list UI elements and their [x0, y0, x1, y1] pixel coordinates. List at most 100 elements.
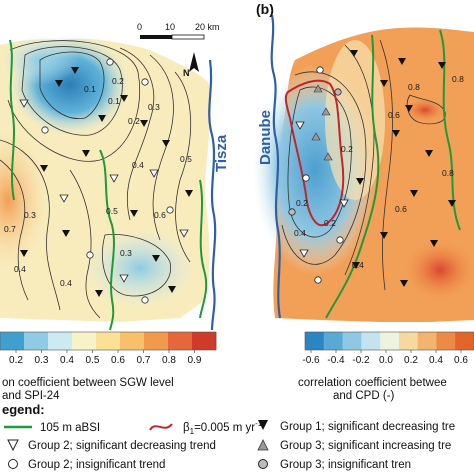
legend-triangle-open-icon: [7, 439, 19, 452]
panel-a-contour-105m-east: [199, 179, 208, 319]
triangle-down-marker: [152, 255, 160, 262]
panel-b-river-label: Danube: [257, 110, 274, 165]
colorbar-tick-label: 0.8: [162, 355, 176, 366]
contour-label: 0.6: [388, 110, 400, 120]
legend-item-g3sig: Group 3; significant increasing tre: [280, 440, 451, 452]
panel-b-caption: and CPD (-): [333, 390, 395, 402]
contour-label: 0.4: [294, 228, 306, 238]
panel-a-colorbar: 0.2 0.3 0.4 0.5 0.6 0.7 0.8 0.9: [0, 331, 217, 366]
triangle-open-marker: [295, 121, 305, 130]
panel-b-contour-105m: [325, 34, 380, 319]
panel-a-contour-labels: 0.1 0.1 0.2 0.2 0.3 0.3 0.4 0.4 0.5 0.5 …: [4, 76, 192, 288]
panel-a-caption: on coefficient between SGW level: [2, 377, 174, 389]
legend-item-g3ins: Group 3; insignificant tren: [280, 459, 411, 471]
scale-tick: 20 km: [195, 22, 220, 32]
triangle-down-marker: [71, 67, 79, 74]
triangle-down-marker: [430, 240, 438, 247]
colorbar-swatch: [96, 332, 121, 350]
colorbar-tick-label: 0.7: [137, 355, 151, 366]
colorbar-frame: [304, 331, 474, 351]
legend-red-curve-icon: [149, 423, 173, 431]
triangle-open-marker: [299, 249, 309, 258]
colorbar-tick-label: 0.6: [111, 355, 125, 366]
triangle-down-marker: [82, 150, 90, 157]
panel-a-scale-bar: 0 10 20 km: [137, 22, 220, 40]
triangle-down-marker: [400, 280, 408, 287]
circle-open-marker: [316, 66, 324, 74]
triangle-down-marker: [130, 210, 138, 217]
colorbar-swatch: [192, 332, 217, 350]
colorbar-tick-label: -0.4: [327, 355, 345, 366]
colorbar-swatch: [168, 332, 193, 350]
colorbar-swatch: [323, 332, 343, 350]
triangle-down-marker: [410, 190, 418, 197]
colorbar-swatch: [24, 332, 49, 350]
triangle-down-marker: [380, 232, 388, 239]
panel-b-markers: [288, 50, 456, 287]
triangle-open-marker: [149, 169, 159, 178]
panel-b-contour-lines: [281, 39, 446, 291]
triangle-down-marker: [356, 178, 364, 185]
triangle-down-marker: [98, 115, 106, 122]
triangle-open-marker: [59, 194, 69, 203]
colorbar-swatch: [342, 332, 362, 350]
panel-b-map: 0.8 0.8 0.8 0.6 0.6 0.4 0.2 0.2 0.2 0.4 …: [253, 1, 474, 322]
panel-a-markers: [19, 58, 193, 304]
colorbar-frame: [0, 331, 217, 351]
contour-label: 0.2: [341, 144, 353, 154]
panel-b-caption: correlation coefficient betwee: [298, 377, 447, 389]
contour-label: 0.4: [352, 260, 364, 270]
panel-a-river-tisza: [208, 59, 217, 331]
legend-item-g2sig: Group 2; significant decreasing trend: [28, 440, 216, 452]
north-label: N: [183, 68, 190, 78]
colorbar-tick-label: 0.3: [35, 355, 49, 366]
colorbar-swatch: [305, 332, 325, 350]
triangle-down-marker: [405, 105, 413, 112]
triangle-down-marker: [55, 80, 63, 87]
colorbar-tick-label: 0.4: [429, 355, 443, 366]
circle-gray-marker: [288, 208, 296, 216]
colorbar-swatch: [0, 332, 25, 350]
colorbar-swatch: [361, 332, 381, 350]
contour-label: 0.4: [14, 264, 26, 274]
colorbar-tick-label: 0.4: [60, 355, 74, 366]
contour-label: 0.4: [60, 278, 72, 288]
colorbar-swatch: [72, 332, 97, 350]
colorbar-tick-label: 0.2: [404, 355, 418, 366]
circle-open-marker: [141, 78, 149, 86]
legend-title: egend:: [2, 402, 45, 417]
contour-label: 0.1: [84, 84, 96, 94]
panel-a-river-label: Tisza: [213, 134, 230, 172]
triangle-down-marker: [140, 120, 148, 127]
triangle-down-marker: [392, 130, 400, 137]
colorbar-tick-label: -0.2: [352, 355, 370, 366]
colorbar-swatch: [436, 332, 456, 350]
circle-open-marker: [336, 236, 344, 244]
colorbar-swatch: [144, 332, 169, 350]
colorbar-swatch: [417, 332, 437, 350]
triangle-down-marker: [95, 290, 103, 297]
triangle-open-marker: [179, 229, 189, 238]
triangle-down-marker: [380, 80, 388, 87]
contour-label: 0.6: [395, 204, 407, 214]
contour-label: 0.2: [128, 116, 140, 126]
circle-open-marker: [86, 251, 94, 259]
triangle-down-marker: [398, 58, 406, 65]
legend: egend: 105 m aBSI β1=0.005 m yr-1 Group …: [2, 402, 455, 471]
panel-a-contour-105m: [99, 149, 115, 331]
colorbar-tick-label: 0.0: [379, 355, 393, 366]
triangle-down-marker: [120, 95, 128, 102]
contour-label: 0.5: [106, 206, 118, 216]
contour-label: 0.2: [324, 218, 336, 228]
panel-b-contour-labels: 0.8 0.8 0.8 0.6 0.6 0.4 0.2 0.2 0.2 0.4: [294, 74, 464, 270]
scale-tick: 10: [165, 22, 175, 32]
panel-a-contour-lines: [0, 40, 192, 319]
colorbar-swatch: [398, 332, 418, 350]
contour-label: 0.4: [132, 160, 144, 170]
contour-label: 0.8: [442, 168, 454, 178]
colorbar-tick-label: 0.9: [188, 355, 202, 366]
contour-label: 0.8: [452, 74, 464, 84]
panel-b-label: (b): [256, 1, 274, 17]
triangle-down-marker: [438, 62, 446, 69]
